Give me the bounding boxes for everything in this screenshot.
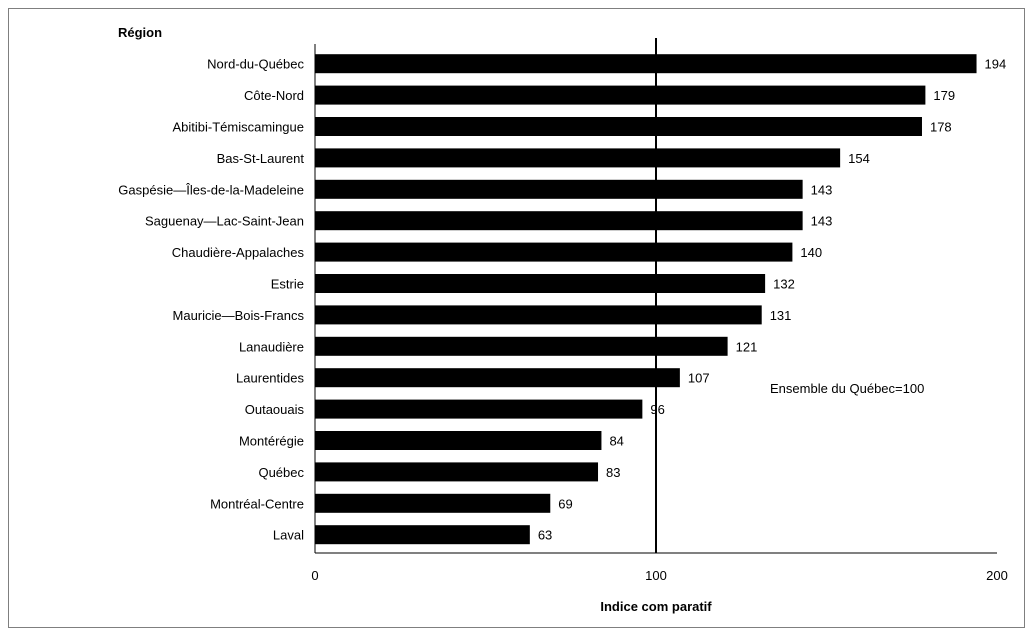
value-label: 143 bbox=[811, 214, 833, 229]
bar bbox=[315, 368, 680, 388]
value-label: 96 bbox=[650, 402, 664, 417]
value-labels: 194 179 178 154 143 143 140 132 131 121 107 96 84 83 6… bbox=[538, 57, 1006, 543]
x-tick-label: 100 bbox=[645, 568, 667, 583]
category-label: Abitibi-Témiscamingue bbox=[173, 120, 305, 135]
category-label: Lanaudière bbox=[239, 339, 304, 354]
bar bbox=[315, 431, 602, 450]
value-label: 69 bbox=[558, 496, 572, 511]
bar bbox=[315, 85, 926, 105]
bar bbox=[315, 179, 803, 199]
value-label: 63 bbox=[538, 528, 552, 543]
x-tick-label: 0 bbox=[311, 568, 318, 583]
value-label: 178 bbox=[930, 120, 952, 135]
value-label: 140 bbox=[800, 245, 822, 260]
value-label: 143 bbox=[811, 182, 833, 197]
category-label: Québec bbox=[258, 465, 304, 480]
category-label: Laurentides bbox=[236, 371, 304, 386]
category-label: Estrie bbox=[271, 277, 304, 292]
category-label: Nord-du-Québec bbox=[207, 57, 304, 72]
category-label: Saguenay—Lac-Saint-Jean bbox=[145, 214, 304, 229]
bar bbox=[315, 148, 841, 168]
x-tick-label: 200 bbox=[986, 568, 1008, 583]
x-tick-labels: 0 100 200 bbox=[311, 568, 1007, 583]
bar bbox=[315, 211, 803, 231]
category-label: Laval bbox=[273, 528, 304, 543]
category-label: Bas-St-Laurent bbox=[217, 151, 305, 166]
category-label: Chaudière-Appalaches bbox=[172, 245, 305, 260]
bars-group bbox=[315, 54, 977, 545]
value-label: 132 bbox=[773, 277, 795, 292]
value-label: 121 bbox=[736, 339, 758, 354]
category-label: Montérégie bbox=[239, 434, 304, 449]
annotation-note: Ensemble du Québec=100 bbox=[770, 381, 924, 396]
bar bbox=[315, 117, 922, 136]
category-label: Côte-Nord bbox=[244, 88, 304, 103]
bar bbox=[315, 305, 762, 325]
value-label: 84 bbox=[609, 434, 623, 449]
bar bbox=[315, 242, 793, 262]
category-label: Mauricie—Bois-Francs bbox=[173, 308, 305, 323]
category-label: Gaspésie—Îles-de-la-Madeleine bbox=[118, 182, 304, 197]
value-label: 194 bbox=[985, 57, 1007, 72]
bar bbox=[315, 493, 551, 513]
bar bbox=[315, 274, 766, 293]
category-label: Outaouais bbox=[245, 402, 305, 417]
bar bbox=[315, 525, 530, 545]
bar bbox=[315, 336, 728, 356]
category-labels: Nord-du-Québec Côte-Nord Abitibi-Témiscami… bbox=[118, 57, 304, 543]
category-axis-title: Région bbox=[118, 25, 162, 40]
value-label: 83 bbox=[606, 465, 620, 480]
value-label: 154 bbox=[848, 151, 870, 166]
x-axis-title: Indice com paratif bbox=[600, 599, 712, 614]
bar bbox=[315, 399, 643, 419]
value-label: 107 bbox=[688, 371, 710, 386]
bar bbox=[315, 54, 977, 74]
bar bbox=[315, 462, 599, 482]
value-label: 131 bbox=[770, 308, 792, 323]
value-label: 179 bbox=[933, 88, 955, 103]
category-label: Montréal-Centre bbox=[210, 496, 304, 511]
